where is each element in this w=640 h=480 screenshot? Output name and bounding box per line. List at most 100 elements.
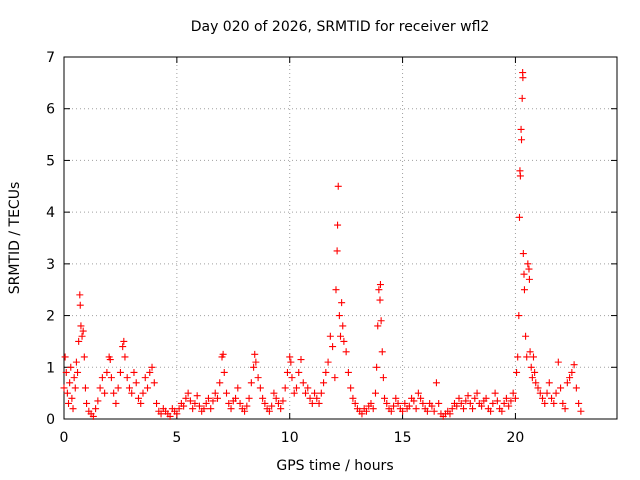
data-point: [519, 74, 527, 82]
data-point: [570, 361, 578, 369]
data-point: [351, 399, 359, 407]
data-point: [516, 172, 524, 180]
data-point: [186, 397, 194, 405]
data-point: [374, 322, 382, 330]
y-tick-label: 2: [46, 309, 55, 325]
y-tick-label: 6: [46, 102, 55, 118]
data-point: [65, 399, 73, 407]
x-tick-label: 5: [172, 430, 181, 446]
data-point: [61, 353, 69, 361]
data-point: [326, 332, 334, 340]
data-point: [96, 384, 104, 392]
data-point: [392, 394, 400, 402]
data-point: [526, 348, 534, 356]
data-point: [114, 384, 122, 392]
data-point: [379, 374, 387, 382]
data-point: [243, 402, 251, 410]
data-point: [77, 322, 85, 330]
data-point: [523, 353, 531, 361]
data-point: [473, 389, 481, 397]
data-point: [376, 296, 384, 304]
data-point: [62, 368, 70, 376]
data-point: [514, 353, 522, 361]
data-point: [116, 368, 124, 376]
data-point: [419, 399, 427, 407]
chart-title: Day 020 of 2026, SRMTID for receiver wfl…: [191, 19, 490, 35]
data-point: [180, 402, 188, 410]
data-point: [577, 407, 585, 415]
data-point: [525, 265, 533, 273]
data-point: [511, 394, 519, 402]
data-point: [381, 394, 389, 402]
data-point: [286, 353, 294, 361]
data-point: [78, 332, 86, 340]
data-point: [68, 394, 76, 402]
data-point: [241, 407, 249, 415]
data-point: [195, 402, 203, 410]
data-point: [313, 394, 321, 402]
data-point: [487, 407, 495, 415]
data-point: [358, 410, 366, 418]
data-point: [482, 394, 490, 402]
data-point: [334, 221, 342, 229]
data-point: [460, 405, 468, 413]
data-point: [70, 374, 78, 382]
grid-lines: [64, 57, 617, 419]
data-point: [128, 389, 136, 397]
data-point: [559, 399, 567, 407]
data-point: [518, 94, 526, 102]
y-tick-label: 0: [46, 412, 55, 428]
data-point: [572, 384, 580, 392]
data-point: [518, 136, 526, 144]
data-point: [513, 368, 521, 376]
data-point: [394, 399, 402, 407]
data-point: [302, 389, 310, 397]
data-point: [60, 384, 68, 392]
data-point: [375, 286, 383, 294]
data-point: [320, 379, 328, 387]
data-point: [532, 379, 540, 387]
data-point: [89, 412, 97, 420]
data-point: [79, 327, 87, 335]
data-point: [500, 399, 508, 407]
data-point: [489, 399, 497, 407]
data-point: [462, 397, 470, 405]
data-point: [390, 402, 398, 410]
data-point: [202, 399, 210, 407]
data-point: [66, 379, 74, 387]
data-point: [184, 389, 192, 397]
data-point: [67, 363, 75, 371]
data-point: [334, 182, 342, 190]
data-point: [259, 394, 267, 402]
data-point: [519, 250, 527, 258]
data-point: [550, 399, 558, 407]
data-point: [80, 353, 88, 361]
x-tick-label: 15: [394, 430, 412, 446]
data-point: [543, 389, 551, 397]
data-point: [290, 389, 298, 397]
data-point: [297, 356, 305, 364]
data-point: [139, 389, 147, 397]
data-point: [277, 405, 285, 413]
y-tick-label: 4: [46, 205, 55, 221]
data-point: [137, 399, 145, 407]
data-point: [148, 363, 156, 371]
data-point: [464, 392, 472, 400]
data-point: [304, 384, 312, 392]
data-point: [110, 389, 118, 397]
data-point: [469, 405, 477, 413]
data-point: [371, 389, 379, 397]
data-point: [236, 399, 244, 407]
data-point: [146, 368, 154, 376]
data-point: [141, 374, 149, 382]
data-point: [72, 358, 80, 366]
data-point: [430, 407, 438, 415]
data-point: [211, 389, 219, 397]
data-points: [60, 69, 585, 420]
data-point: [373, 363, 381, 371]
data-point: [457, 399, 465, 407]
data-point: [412, 405, 420, 413]
data-point: [342, 348, 350, 356]
data-point: [272, 394, 280, 402]
